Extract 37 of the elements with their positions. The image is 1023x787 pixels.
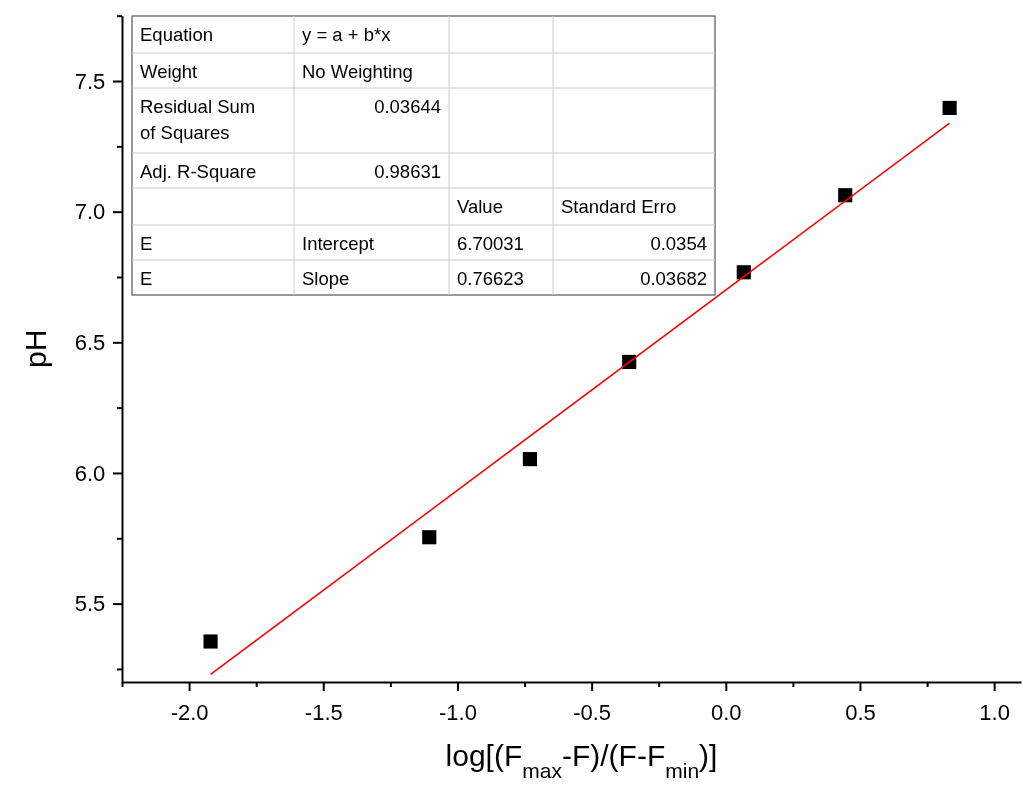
x-tick-label: -0.5: [573, 699, 612, 725]
annotation: y = a + b*x: [302, 24, 392, 45]
point: [838, 188, 853, 203]
x-tick-label: -2.0: [170, 699, 209, 725]
annotation: E: [140, 233, 153, 254]
point: [422, 530, 437, 545]
annotation: 0.03682: [640, 268, 707, 289]
annotation: No Weighting: [302, 61, 413, 82]
point: [942, 100, 957, 116]
annotation: 0.0354: [650, 233, 707, 254]
annotation: Weight: [140, 61, 198, 82]
y-tick-label: 7.5: [74, 68, 106, 94]
annotation: Intercept: [302, 233, 374, 254]
x-axis-title: log[(F$_{max}$-F)/(F-F$_{min}$)]: [445, 739, 718, 782]
annotation: Residual Sum of Squares: [140, 96, 256, 143]
y-tick-label: 7.0: [74, 199, 106, 225]
x-tick-label: 1.0: [979, 699, 1010, 725]
annotation: Standard Erro: [561, 196, 677, 217]
annotation: Adj. R-Square: [140, 161, 257, 182]
x-tick-label: -1.0: [438, 699, 477, 725]
annotation: Equation: [140, 24, 214, 45]
annotation: 0.03644: [374, 96, 441, 117]
x-tick-label: 0.5: [845, 699, 876, 725]
annotation: Value: [457, 196, 503, 217]
x-tick-label: -1.5: [304, 699, 343, 725]
y-tick-label: 6.5: [74, 329, 106, 355]
point: [522, 452, 537, 467]
annotation: 0.76623: [457, 268, 524, 289]
y-tick-label: 6.0: [74, 460, 106, 486]
y-axis-title: pH: [19, 329, 52, 369]
annotation: 6.70031: [457, 233, 524, 254]
y-tick-label: 5.5: [74, 591, 106, 617]
x-tick-label: 0.0: [711, 699, 742, 725]
annotation: Slope: [302, 268, 350, 289]
point: [203, 634, 218, 649]
annotation: 0.98631: [374, 161, 441, 182]
annotation: E: [140, 268, 153, 289]
